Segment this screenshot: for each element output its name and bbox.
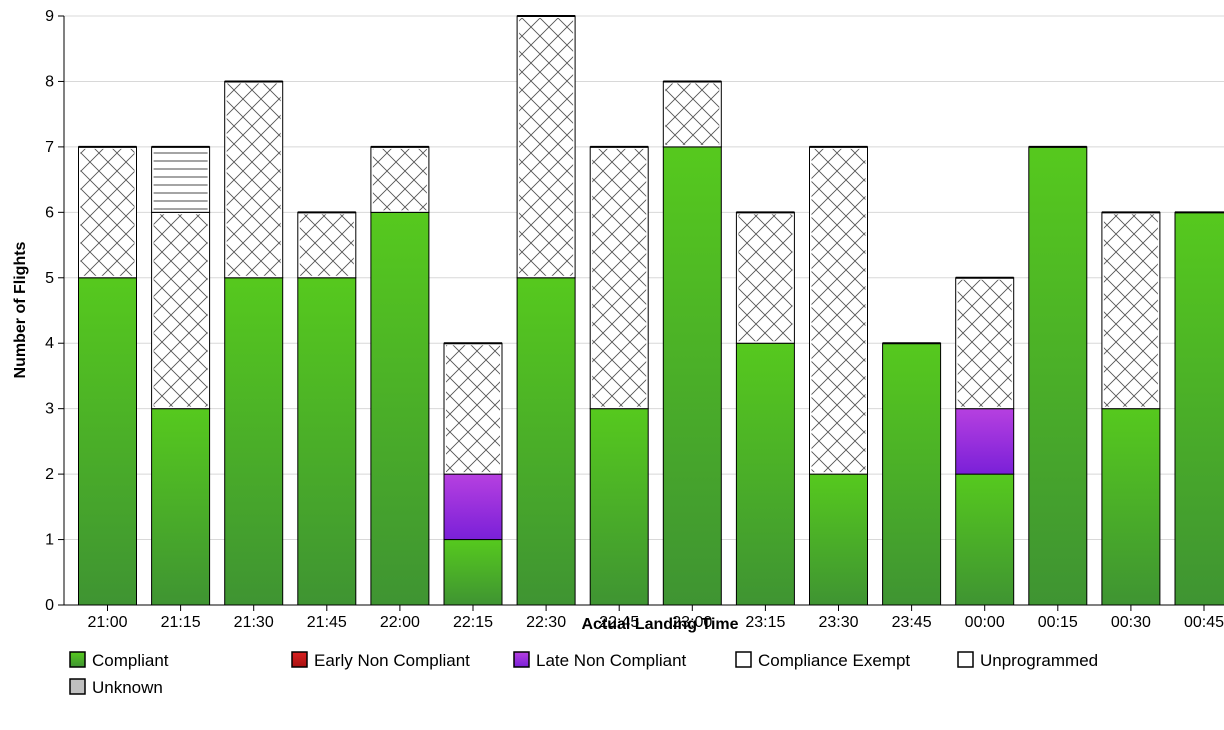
bar-stack	[810, 147, 868, 605]
bar-segment-compliance-exempt	[738, 214, 792, 341]
bar-segment-compliance-exempt	[665, 83, 719, 144]
bar-segment-compliant	[1175, 212, 1224, 605]
x-tick-label: 21:30	[234, 614, 274, 631]
x-tick-label: 21:15	[161, 614, 201, 631]
bar-segment-compliance-exempt	[154, 214, 208, 406]
x-tick-label: 23:30	[818, 614, 858, 631]
y-axis-ticks: 0 1 2 3 4 5 6 7 8 9	[45, 8, 64, 614]
bar-stack	[1102, 212, 1160, 605]
bar-segment-compliance-exempt	[958, 280, 1012, 407]
bar-stack	[152, 147, 210, 605]
bar-stack	[736, 212, 794, 605]
legend-label: Unknown	[92, 678, 163, 697]
bars	[79, 16, 1224, 605]
x-tick-label: 00:45	[1184, 614, 1224, 631]
bar-stack	[225, 81, 283, 605]
legend-label: Late Non Compliant	[536, 651, 687, 670]
bar-stack	[517, 16, 575, 605]
bar-segment-unprogrammed	[154, 149, 208, 210]
bar-segment-compliant	[810, 474, 868, 605]
bar-stack	[79, 147, 137, 605]
legend-label: Early Non Compliant	[314, 651, 470, 670]
bar-segment-compliance-exempt	[592, 149, 646, 407]
bar-segment-compliance-exempt	[300, 214, 354, 275]
y-tick-label: 6	[45, 204, 54, 221]
legend-swatch	[70, 679, 85, 694]
x-tick-label: 23:15	[745, 614, 785, 631]
bar-segment-compliant	[663, 147, 721, 605]
legend-label: Unprogrammed	[980, 651, 1098, 670]
bar-stack	[1029, 147, 1087, 605]
x-tick-label: 00:30	[1111, 614, 1151, 631]
y-tick-label: 7	[45, 139, 54, 156]
bar-segment-compliant	[590, 409, 648, 605]
y-tick-label: 9	[45, 8, 54, 25]
bar-segment-compliance-exempt	[373, 149, 427, 210]
y-tick-label: 3	[45, 401, 54, 418]
x-tick-label: 22:30	[526, 614, 566, 631]
y-tick-label: 1	[45, 532, 54, 549]
y-tick-label: 5	[45, 270, 54, 287]
bar-segment-compliant	[444, 540, 502, 605]
bar-stack	[590, 147, 648, 605]
bar-segment-compliance-exempt	[1104, 214, 1158, 406]
bar-segment-compliant	[371, 212, 429, 605]
legend-item: Unprogrammed	[958, 651, 1098, 670]
legend-item: Compliance Exempt	[736, 651, 910, 670]
x-tick-label: 00:00	[965, 614, 1005, 631]
bar-segment-late-non-compliant	[956, 409, 1014, 474]
x-tick-label: 23:45	[892, 614, 932, 631]
bar-stack	[1175, 212, 1224, 605]
bar-segment-compliant	[298, 278, 356, 605]
bar-segment-compliance-exempt	[81, 149, 135, 276]
x-tick-label: 21:45	[307, 614, 347, 631]
bar-segment-compliant	[1102, 409, 1160, 605]
bar-segment-compliant	[1029, 147, 1087, 605]
bar-segment-compliant	[79, 278, 137, 605]
x-tick-label: 21:00	[87, 614, 127, 631]
bar-segment-compliant	[517, 278, 575, 605]
legend-item: Unknown	[70, 678, 163, 697]
bar-segment-late-non-compliant	[444, 474, 502, 539]
legend-item: Early Non Compliant	[292, 651, 470, 670]
legend-label: Compliant	[92, 651, 169, 670]
bar-segment-compliant	[736, 343, 794, 605]
y-tick-label: 8	[45, 73, 54, 90]
bar-stack	[663, 81, 721, 605]
legend-item: Compliant	[70, 651, 169, 670]
legend-swatch	[958, 652, 973, 667]
x-tick-label: 00:15	[1038, 614, 1078, 631]
y-axis-title: Number of Flights	[12, 241, 29, 378]
bar-segment-compliance-exempt	[227, 83, 281, 275]
bar-stack	[371, 147, 429, 605]
bar-stack	[444, 343, 502, 605]
y-tick-label: 4	[45, 335, 54, 352]
legend: Compliant Early Non Compliant Late Non Com…	[70, 651, 1098, 697]
bar-segment-compliance-exempt	[812, 149, 866, 472]
bar-stack	[883, 343, 941, 605]
legend-swatch	[292, 652, 307, 667]
legend-swatch	[70, 652, 85, 667]
legend-label: Compliance Exempt	[758, 651, 910, 670]
bar-segment-compliance-exempt	[446, 345, 500, 472]
y-tick-label: 2	[45, 466, 54, 483]
bar-segment-compliance-exempt	[519, 18, 573, 276]
bar-segment-compliant	[956, 474, 1014, 605]
bar-segment-compliant	[225, 278, 283, 605]
bar-segment-compliant	[883, 343, 941, 605]
y-tick-label: 0	[45, 597, 54, 614]
legend-swatch	[736, 652, 751, 667]
legend-swatch	[514, 652, 529, 667]
x-tick-label: 22:15	[453, 614, 493, 631]
bar-stack	[298, 212, 356, 605]
bar-stack	[956, 278, 1014, 605]
x-tick-label: 22:00	[380, 614, 420, 631]
bar-segment-compliant	[152, 409, 210, 605]
x-axis-title: Actual Landing Time	[581, 616, 738, 633]
legend-item: Late Non Compliant	[514, 651, 687, 670]
